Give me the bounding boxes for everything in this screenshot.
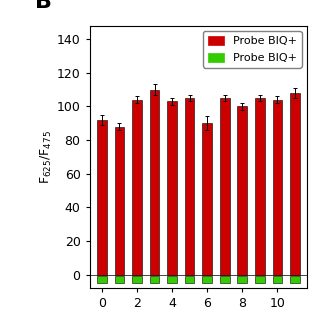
- Bar: [290, 93, 300, 275]
- Bar: [202, 123, 212, 275]
- Bar: [220, 276, 229, 283]
- Bar: [237, 276, 247, 283]
- Bar: [150, 276, 159, 283]
- Bar: [150, 90, 159, 275]
- Bar: [97, 276, 107, 283]
- Bar: [185, 98, 195, 275]
- Bar: [167, 276, 177, 283]
- Bar: [273, 100, 282, 275]
- Bar: [273, 276, 282, 283]
- Bar: [255, 276, 265, 283]
- Text: B: B: [35, 0, 52, 12]
- Bar: [185, 276, 195, 283]
- Bar: [132, 276, 142, 283]
- Bar: [290, 276, 300, 283]
- Y-axis label: F$_{625}$/F$_{475}$: F$_{625}$/F$_{475}$: [39, 130, 54, 184]
- Bar: [220, 98, 229, 275]
- Bar: [132, 100, 142, 275]
- Bar: [255, 98, 265, 275]
- Legend: Probe BIQ+, Probe BIQ+: Probe BIQ+, Probe BIQ+: [203, 31, 302, 68]
- Bar: [97, 120, 107, 275]
- Bar: [237, 106, 247, 275]
- Bar: [167, 101, 177, 275]
- Bar: [202, 276, 212, 283]
- Bar: [115, 126, 124, 275]
- Bar: [115, 276, 124, 283]
